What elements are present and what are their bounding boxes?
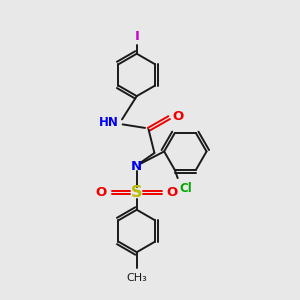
Text: S: S bbox=[131, 185, 142, 200]
Text: O: O bbox=[167, 186, 178, 199]
Text: N: N bbox=[131, 160, 142, 173]
Text: I: I bbox=[134, 29, 139, 43]
Text: O: O bbox=[95, 186, 107, 199]
Text: O: O bbox=[173, 110, 184, 123]
Text: Cl: Cl bbox=[179, 182, 192, 195]
Text: HN: HN bbox=[99, 116, 119, 129]
Text: CH₃: CH₃ bbox=[126, 273, 147, 283]
